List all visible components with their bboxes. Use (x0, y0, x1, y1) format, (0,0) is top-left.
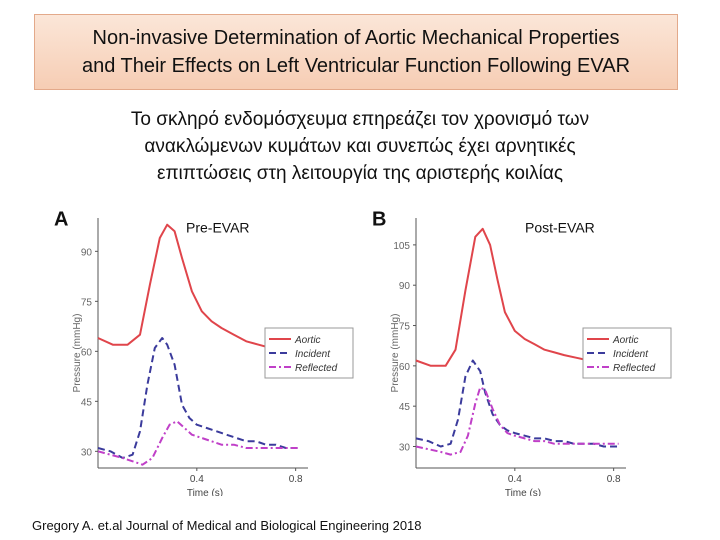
chart1-legend-label-0: Aortic (612, 335, 639, 346)
chart1-series-reflected (415, 386, 619, 456)
chart0-xlabel: Time (s) (187, 488, 223, 496)
chart0-xtick-label-1: 0.8 (289, 474, 303, 485)
slide-title-line-2: and Their Effects on Left Ventricular Fu… (81, 55, 631, 77)
chart1-title: Post-EVAR (525, 219, 595, 235)
chart0-legend-box (264, 327, 354, 379)
chart1-legend-label-2: Reflected (613, 363, 656, 374)
chart0-ytick-label-3: 75 (81, 297, 93, 308)
chart0-legend-label-2: Reflected (295, 363, 338, 374)
subtitle-line-1: Το σκληρό ενδομόσχευμα επηρεάζει τον χρο… (130, 109, 590, 130)
chart0-series-incident (97, 337, 301, 459)
chart-panel-a: A Pre-EVAR 30 45 60 75 90 0.4 0.8 Time (s) Pressur… (54, 210, 354, 496)
chart0-legend-label-1: Incident (295, 349, 331, 360)
chart0-series-reflected (97, 420, 301, 466)
slide-title-line-1: Non‑invasive Determination of Aortic Mec… (92, 27, 620, 49)
chart1-xtick-label-1: 0.8 (607, 474, 621, 485)
chart0-legend-label-0: Aortic (294, 335, 321, 346)
chart1-ytick-label-5: 105 (393, 241, 410, 252)
chart1-ylabel: Pressure (mmHg) (390, 314, 401, 393)
chart1-ytick-label-1: 45 (399, 402, 411, 413)
citation: Gregory A. et.al Journal of Medical and … (32, 518, 422, 533)
chart1-ytick-label-4: 90 (399, 281, 411, 292)
chart0-ytick-label-1: 45 (81, 397, 93, 408)
chart1-ytick-label-2: 60 (399, 362, 411, 373)
slide-title-box: Non‑invasive Determination of Aortic Mec… (34, 14, 678, 90)
chart0-panel-label: A (54, 210, 68, 231)
chart0-title: Pre-EVAR (186, 219, 250, 235)
chart1-ytick-label-0: 30 (399, 442, 411, 453)
chart1-legend-label-1: Incident (613, 349, 649, 360)
subtitle-line-3: επιπτώσεις στη λειτουργία της αριστερής … (156, 163, 564, 184)
chart1-xlabel: Time (s) (505, 488, 541, 496)
chart0-ytick-label-0: 30 (81, 447, 93, 458)
chart-panel-b: B Post-EVAR 30 45 60 75 90 105 0.4 0.8 Time (s) Pre… (372, 210, 672, 496)
chart1-ytick-label-3: 75 (399, 322, 411, 333)
chart0-ytick-label-2: 60 (81, 347, 93, 358)
chart0-ylabel: Pressure (mmHg) (72, 314, 83, 393)
chart0-xtick-label-0: 0.4 (190, 474, 204, 485)
chart0-ytick-label-4: 90 (81, 247, 93, 258)
chart1-series-incident (415, 359, 619, 448)
slide-subtitle: Το σκληρό ενδομόσχευμα επηρεάζει τον χρο… (30, 106, 690, 187)
chart1-panel-label: B (372, 210, 386, 231)
chart1-legend-box (582, 327, 672, 379)
chart1-xtick-label-0: 0.4 (508, 474, 522, 485)
subtitle-line-2: ανακλώμενων κυμάτων και συνεπώς έχει αρν… (144, 136, 576, 157)
